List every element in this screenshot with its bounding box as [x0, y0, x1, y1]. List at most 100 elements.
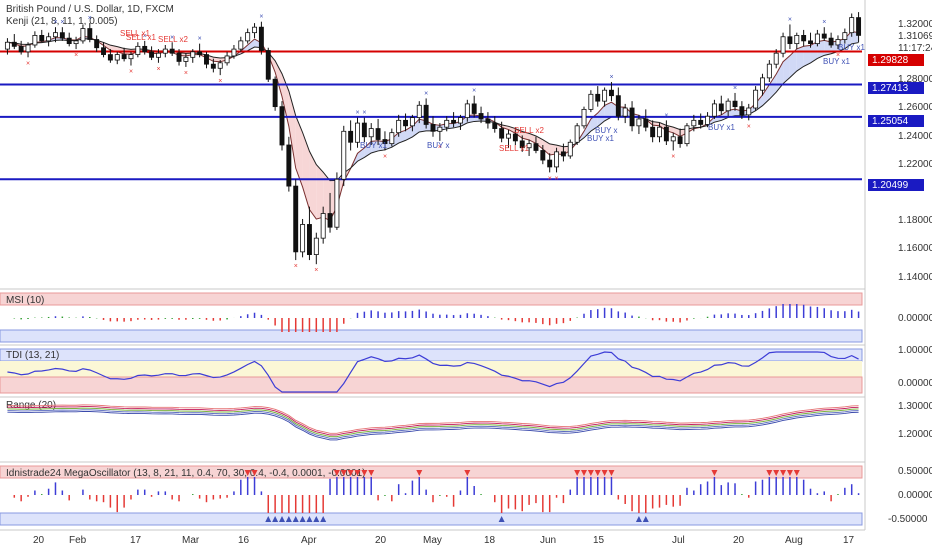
candle-body: [766, 63, 772, 79]
mega-top-marker: [793, 470, 800, 476]
candle: [306, 206, 312, 261]
time-axis[interactable]: 20 Feb 17 Mar 16 Apr 20 May 18 Jun 15 Ju…: [33, 535, 855, 546]
tdi-pane[interactable]: TDI (13, 21) 1.00000 0.00000: [0, 345, 932, 394]
ribbon-segment: [295, 115, 303, 187]
candle-body: [677, 136, 683, 145]
candle-body: [53, 32, 58, 38]
candle-body: [629, 107, 635, 127]
ribbon-segment: [844, 31, 852, 49]
candle: [121, 47, 127, 62]
candle: [602, 87, 608, 107]
candlesticks: [4, 12, 862, 265]
mega-top-marker: [594, 470, 601, 476]
price-tick: 1.16000: [898, 243, 932, 254]
range-pane[interactable]: Range (20) 1.30000 1.20000: [6, 400, 932, 441]
candle: [526, 139, 532, 156]
low-marker: ×: [26, 60, 30, 67]
candle: [416, 101, 422, 124]
high-marker: ×: [788, 16, 792, 23]
candle: [705, 112, 711, 128]
time-tick: Apr: [301, 535, 317, 546]
candle-body: [588, 93, 594, 110]
candle-body: [773, 52, 779, 65]
candle-body: [293, 185, 299, 253]
candle-body: [368, 128, 374, 138]
candle: [375, 118, 381, 145]
buy-label: BUY x1: [838, 43, 866, 52]
candle-body: [382, 139, 388, 145]
candle: [355, 117, 360, 148]
ribbon-segment: [323, 172, 331, 221]
msi-upper-band: [0, 292, 863, 306]
mega-top-marker: [354, 470, 361, 476]
candle-body: [409, 117, 415, 127]
price-tick: 1.31069: [898, 31, 932, 42]
candle: [32, 31, 38, 48]
candle: [300, 218, 306, 258]
candle-body: [691, 119, 697, 127]
tdi-tick: 0.00000: [898, 378, 932, 389]
candle: [588, 90, 594, 113]
candle: [567, 139, 573, 159]
candle: [808, 32, 813, 48]
high-marker: ×: [88, 15, 92, 22]
candle-body: [375, 128, 381, 140]
megaoscillator-pane[interactable]: Idnistrade24 MegaOscillator (13, 8, 21, …: [0, 465, 932, 526]
mega-top-marker: [340, 470, 347, 476]
candle: [423, 98, 429, 129]
candle: [53, 27, 58, 43]
ribbon-segment: [302, 132, 310, 210]
candle: [396, 114, 402, 137]
candle-body: [581, 108, 587, 127]
time-tick: May: [423, 535, 442, 546]
time-tick: 20: [733, 535, 745, 546]
candle: [348, 120, 354, 151]
candle: [101, 42, 106, 58]
candle: [80, 24, 86, 44]
mega-bottom-marker: [320, 516, 327, 522]
sell-label: SELL x2: [514, 126, 544, 135]
ribbon-segment: [398, 130, 406, 144]
candle-body: [142, 45, 148, 53]
price-pane[interactable]: × × × × × × × × × × × × × × × × × × × × × × × × × × × × × × × SELL x1 …: [0, 12, 866, 274]
time-tick: 15: [593, 535, 605, 546]
price-badge: [868, 115, 924, 127]
candle: [128, 51, 134, 66]
candle: [499, 121, 505, 143]
high-marker: ×: [472, 88, 476, 95]
ribbon-segment: [783, 55, 790, 84]
tdi-line: [7, 351, 859, 393]
candle-body: [698, 119, 704, 125]
candle: [540, 145, 546, 165]
ribbon-segment: [529, 133, 536, 144]
candle-body: [711, 103, 717, 117]
candle: [698, 113, 704, 129]
candle-body: [334, 178, 340, 228]
candle-body: [39, 35, 45, 42]
candle: [409, 114, 415, 132]
candle: [245, 28, 251, 44]
candle-body: [25, 44, 31, 53]
candle: [773, 49, 779, 69]
msi-pane[interactable]: MSI (10) 0.00000: [0, 292, 932, 343]
candle: [94, 35, 100, 52]
high-marker: ×: [53, 19, 57, 26]
sell-label: SELL x1: [499, 144, 529, 153]
price-tick: 1.18000: [898, 215, 932, 226]
price-axis[interactable]: 1.32000 1.31069 11:17:24 1.29828 1.28000…: [868, 19, 932, 283]
low-marker: ×: [218, 78, 222, 85]
ribbon-segment: [110, 45, 118, 52]
candle: [197, 43, 203, 58]
candle: [519, 135, 525, 152]
support-resistance-lines: [0, 50, 862, 181]
candle: [753, 86, 759, 111]
mega-top-marker: [773, 470, 780, 476]
mega-top-marker: [244, 470, 251, 476]
candle: [684, 123, 690, 147]
high-marker: ×: [424, 90, 428, 97]
low-marker: ×: [438, 144, 442, 151]
mega-top-marker: [574, 470, 581, 476]
candle: [842, 28, 848, 44]
candle: [650, 120, 656, 143]
price-badge-text: 1.20499: [872, 180, 909, 191]
